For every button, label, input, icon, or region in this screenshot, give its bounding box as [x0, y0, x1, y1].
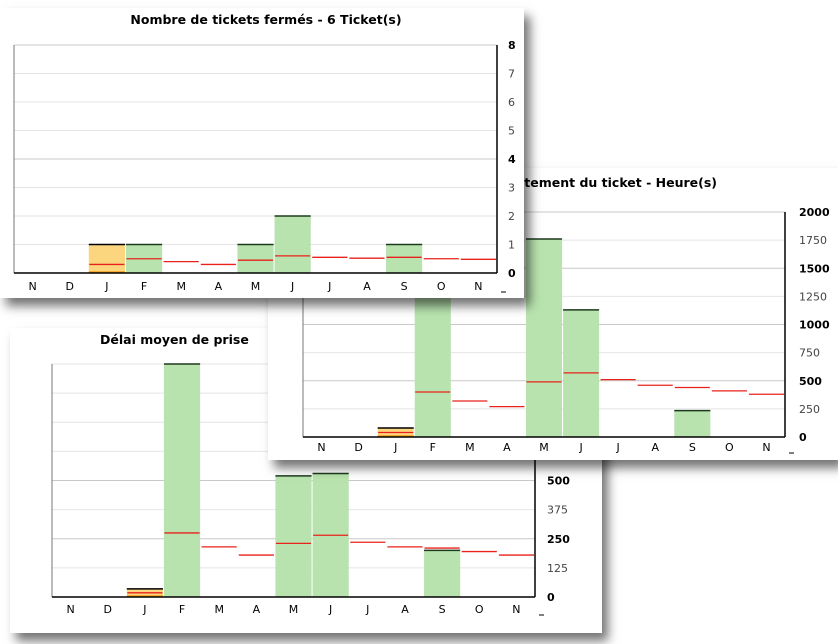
bar	[424, 550, 461, 597]
x-tick-label: A	[363, 280, 371, 293]
chart-title: itement du ticket - Heure(s)	[520, 175, 717, 190]
x-tick-label: D	[354, 441, 362, 454]
x-tick-label: M	[465, 441, 475, 454]
bar	[386, 244, 423, 273]
y-tick-label: 500	[547, 475, 570, 488]
x-tick-label: M	[214, 603, 224, 616]
x-tick-label: J	[616, 441, 620, 454]
x-tick-label: F	[179, 603, 185, 616]
x-tick-label: A	[651, 441, 659, 454]
x-tick-label: J	[393, 441, 397, 454]
x-tick-label: O	[475, 603, 484, 616]
y-tick-label: 500	[799, 375, 822, 388]
chart-tickets-fermes-svg: Nombre de tickets fermés - 6 Ticket(s) 0…	[13, 12, 516, 293]
y-tick-label: 250	[547, 533, 570, 546]
x-tick-label: J	[104, 280, 108, 293]
bar	[525, 239, 563, 437]
y-tick-label: 1750	[799, 234, 827, 247]
bar	[237, 244, 274, 273]
x-tick-label: J	[327, 280, 331, 293]
y-tick-label: 5	[508, 125, 515, 138]
x-tick-label: M	[289, 603, 299, 616]
y-tick-label: 375	[547, 504, 568, 517]
x-tick-label: J	[578, 441, 582, 454]
x-tick-label: A	[503, 441, 511, 454]
y-tick-label: 125	[547, 562, 568, 575]
y-tick-label: 1250	[799, 290, 827, 303]
x-tick-label: M	[251, 280, 261, 293]
x-tick-label: J	[290, 280, 294, 293]
x-tick-label: N	[66, 603, 74, 616]
y-tick-label: 1500	[799, 262, 830, 275]
y-tick-label: 1	[508, 239, 515, 252]
y-tick-label: 0	[508, 267, 516, 280]
bar	[275, 475, 312, 597]
x-tick-label: J	[328, 603, 332, 616]
bar	[674, 410, 711, 437]
x-tick-label: D	[103, 603, 111, 616]
x-tick-label: F	[141, 280, 147, 293]
x-tick-label: S	[689, 441, 696, 454]
y-tick-label: 2000	[799, 206, 830, 219]
x-tick-label: N	[474, 280, 482, 293]
y-tick-label: 250	[799, 403, 820, 416]
chart-panel-tickets-fermes: Nombre de tickets fermés - 6 Ticket(s) 0…	[0, 8, 524, 298]
y-tick-label: 6	[508, 96, 515, 109]
x-tick-label: A	[401, 603, 409, 616]
x-tick-label: A	[253, 603, 261, 616]
bar-highlighted	[88, 244, 125, 273]
x-tick-label: S	[439, 603, 446, 616]
bar	[274, 216, 311, 273]
x-tick-label: O	[725, 441, 734, 454]
y-tick-label: 0	[799, 431, 807, 444]
y-tick-label: 1000	[799, 319, 830, 332]
x-tick-label: F	[430, 441, 436, 454]
y-tick-label: 750	[799, 347, 820, 360]
chart-title: Délai moyen de prise	[100, 332, 249, 347]
x-tick-label: N	[317, 441, 325, 454]
x-tick-label: A	[215, 280, 223, 293]
x-tick-label: D	[65, 280, 73, 293]
bar	[163, 364, 201, 597]
y-tick-label: 8	[508, 39, 516, 52]
plot-area: 0 1 2 3 4 5 6 7 8 N D J F M A M J J A S O N	[13, 39, 516, 293]
x-tick-label: N	[762, 441, 770, 454]
y-tick-label: 0	[547, 591, 555, 604]
x-tick-label: O	[437, 280, 446, 293]
y-tick-label: 7	[508, 68, 515, 81]
y-tick-label: 2	[508, 210, 515, 223]
x-tick-label: J	[365, 603, 369, 616]
y-tick-label: 4	[508, 153, 516, 166]
x-tick-label: N	[28, 280, 36, 293]
y-tick-label: 3	[508, 182, 515, 195]
x-tick-label: N	[512, 603, 520, 616]
chart-title: Nombre de tickets fermés - 6 Ticket(s)	[130, 12, 401, 27]
x-tick-label: S	[401, 280, 408, 293]
x-tick-label: M	[176, 280, 186, 293]
x-tick-label: J	[142, 603, 146, 616]
x-tick-label: M	[539, 441, 549, 454]
